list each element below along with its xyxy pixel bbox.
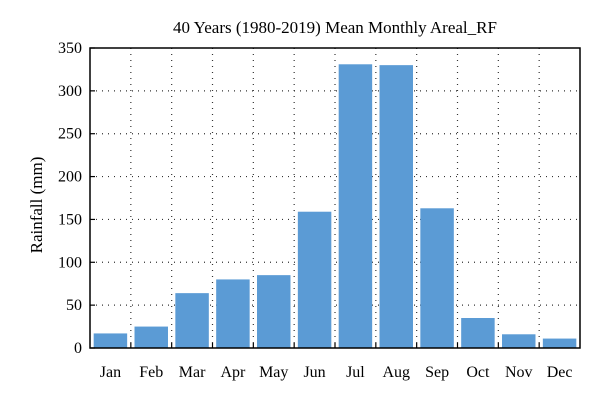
- x-tick-label: Mar: [179, 364, 206, 381]
- bar-feb: [135, 327, 168, 348]
- bar-apr: [216, 279, 249, 348]
- bar-chart: 40 Years (1980-2019) Mean Monthly Areal_…: [0, 0, 600, 403]
- x-tick-label: Nov: [505, 364, 533, 381]
- bar-jul: [339, 64, 372, 348]
- y-tick-label: 200: [58, 169, 82, 186]
- bar-jun: [298, 212, 331, 348]
- x-tick-label: Jan: [100, 364, 121, 381]
- bar-may: [257, 275, 290, 348]
- x-tick-label: Jul: [346, 364, 365, 381]
- grid-lines: [90, 48, 580, 348]
- chart-container: 40 Years (1980-2019) Mean Monthly Areal_…: [0, 0, 600, 403]
- bar-dec: [543, 339, 576, 348]
- x-tick-label: Feb: [139, 364, 163, 381]
- bar-oct: [461, 318, 494, 348]
- y-tick-label: 300: [58, 83, 82, 100]
- y-tick-label: 350: [58, 40, 82, 57]
- y-tick-label: 0: [74, 340, 82, 357]
- y-tick-label: 100: [58, 254, 82, 271]
- bar-jan: [94, 333, 127, 348]
- bars: [94, 64, 577, 348]
- y-tick-label: 150: [58, 211, 82, 228]
- bar-nov: [502, 334, 535, 348]
- x-tick-label: Jun: [303, 364, 325, 381]
- bar-sep: [420, 208, 453, 348]
- x-tick-label: May: [259, 364, 288, 381]
- y-tick-label: 50: [66, 297, 82, 314]
- x-tick-label: Dec: [547, 364, 573, 381]
- bar-mar: [175, 293, 208, 348]
- y-axis-label: Rainfall (mm): [27, 157, 46, 254]
- chart-title: 40 Years (1980-2019) Mean Monthly Areal_…: [173, 18, 497, 37]
- x-tick-label: Aug: [382, 364, 410, 381]
- x-tick-label: Sep: [425, 364, 449, 381]
- bar-aug: [380, 65, 413, 348]
- x-tick-label: Oct: [466, 364, 490, 381]
- y-tick-label: 250: [58, 126, 82, 143]
- x-tick-label: Apr: [220, 364, 246, 381]
